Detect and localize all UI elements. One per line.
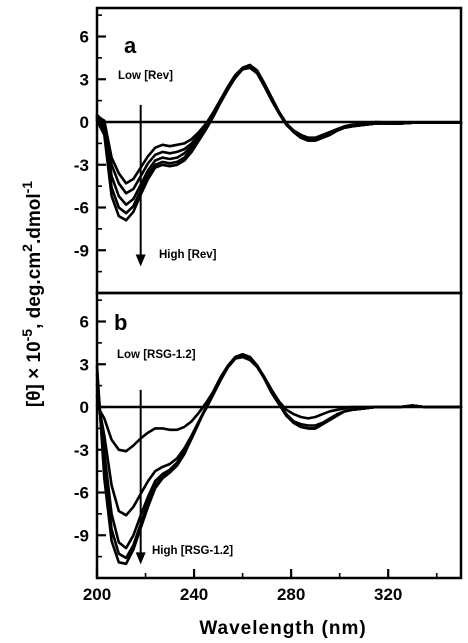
x-axis-title: Wavelength (nm) [199, 618, 366, 639]
panel-a-arrow [135, 104, 146, 267]
y-axis-title: [θ] × 10-5, deg.cm2.dmol-1 [19, 181, 45, 407]
y-tick-label: -6 [74, 199, 89, 218]
panel-b-arrow [135, 389, 146, 565]
y-tick-label: 0 [80, 398, 89, 417]
panel-b-frame [95, 291, 463, 580]
arrow-head [135, 552, 146, 565]
x-tick-label: 280 [277, 585, 305, 604]
y-tick-label: 6 [80, 28, 89, 47]
y-tick-label: 6 [80, 313, 89, 332]
panel-b-x-axis: 200 240 280 320 [83, 569, 438, 604]
panel-a-label: a [124, 33, 137, 58]
x-tick-label: 320 [374, 585, 402, 604]
y-tick-label: 0 [80, 113, 89, 132]
x-tick-label: 200 [83, 585, 111, 604]
series-line-4 [95, 63, 463, 215]
y-tick-label: -9 [74, 241, 89, 260]
panel-a: a 6 3 0 -3 -6 -9 Low [Rev] High [Rev] [74, 6, 463, 295]
x-tick-label: 240 [180, 585, 208, 604]
panel-b-label: b [114, 310, 127, 335]
series-line-3 [95, 353, 463, 550]
y-tick-label: 3 [80, 355, 89, 374]
y-tick-label: -6 [74, 484, 89, 503]
y-tick-label: -9 [74, 526, 89, 545]
series-line-5 [95, 353, 463, 566]
panel-b-high-label: High [RSG-1.2] [152, 545, 233, 557]
panel-a-high-label: High [Rev] [159, 249, 217, 261]
y-tick-label: -3 [74, 441, 89, 460]
panel-b-low-label: Low [RSG-1.2] [117, 349, 196, 361]
series-line-4 [95, 353, 463, 560]
panel-a-series [95, 63, 463, 222]
y-tick-label: -3 [74, 156, 89, 175]
panel-a-low-label: Low [Rev] [118, 70, 173, 82]
y-tick-label: 3 [80, 70, 89, 89]
panel-b-series [95, 353, 463, 566]
arrow-head [135, 254, 146, 267]
panel-b: b 6 3 0 -3 -6 -9 200 240 280 320 Low [RSG-1.2] H… [74, 291, 463, 604]
series-line-5 [95, 63, 463, 222]
panel-a-y-axis: 6 3 0 -3 -6 -9 [74, 14, 106, 273]
series-line-3 [95, 65, 463, 206]
